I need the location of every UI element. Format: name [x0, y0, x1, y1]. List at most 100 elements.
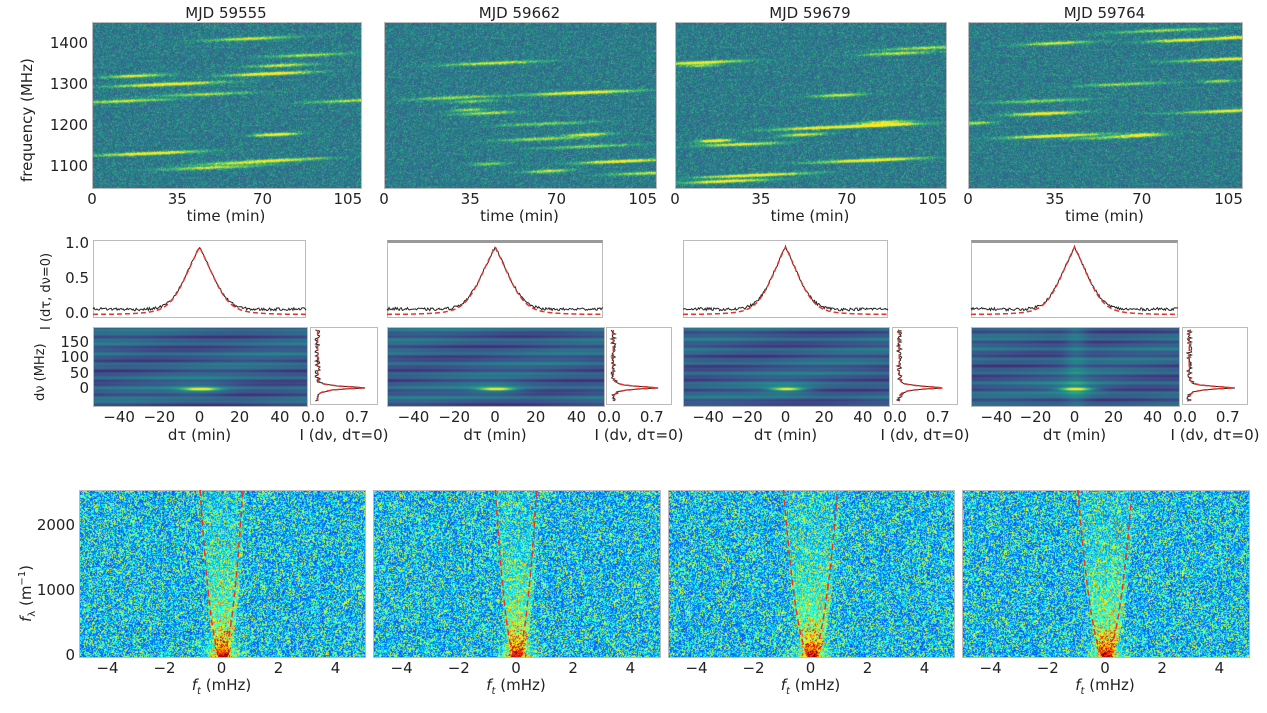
- panel-title: MJD 59555: [185, 4, 267, 22]
- acf-freq-fit-line: [612, 330, 658, 401]
- x-label-symbol: f: [191, 676, 198, 694]
- x-tick-label: −2: [447, 659, 470, 677]
- secondary-spectrum-heatmap: [962, 490, 1250, 658]
- secondary-spectrum-overlay: [494, 489, 538, 657]
- y-label-exponent: −1: [17, 570, 28, 586]
- acf-freq-data-line: [313, 329, 366, 402]
- x-label-symbol: f: [780, 676, 787, 694]
- x-axis-label: time (min): [480, 207, 559, 225]
- x-tick-label: 40: [853, 408, 873, 426]
- acf-fit-line: [387, 245, 603, 316]
- x-label-symbol: f: [486, 676, 492, 694]
- acf-freq-data-line: [895, 329, 943, 402]
- acf-frequency-cut-plot: [609, 329, 659, 402]
- acf-data-line: [92, 246, 307, 312]
- panel-title: MJD 59679: [769, 4, 851, 22]
- x-tick-label: 0: [379, 190, 389, 208]
- y-tick-label: 2000: [36, 515, 75, 534]
- y-label-close: ): [17, 564, 35, 571]
- scintillation-arc: [199, 489, 244, 657]
- x-tick-label: 0.7: [345, 408, 369, 426]
- x-tick-label: 0: [194, 408, 205, 426]
- secondary-spectrum-heatmap: [373, 490, 661, 658]
- x-tick-label: 35: [1045, 190, 1065, 208]
- x-tick-label: 4: [1214, 659, 1225, 677]
- dynamic-spectrum-heatmap: [968, 22, 1243, 189]
- x-label-subscript: t: [491, 686, 496, 697]
- x-tick-label: 105: [333, 190, 363, 208]
- x-axis-label: ft (mHz): [486, 678, 545, 697]
- y-axis-label: frequency (MHz): [18, 58, 36, 182]
- x-tick-label: −40: [692, 408, 724, 426]
- y-tick-label: 100: [60, 348, 89, 367]
- x-tick-label: 40: [1143, 408, 1163, 426]
- secondary-spectrum-overlay: [782, 489, 839, 657]
- x-tick-label: 0: [511, 659, 521, 677]
- x-axis-label: time (min): [186, 207, 266, 225]
- acf-time-cut-plot: [386, 245, 604, 316]
- x-tick-label: 20: [814, 408, 834, 426]
- y-tick-label: 0: [65, 646, 75, 664]
- acf-fit-line: [971, 245, 1178, 316]
- x-tick-label: 4: [625, 659, 636, 677]
- x-tick-label: −20: [730, 408, 763, 426]
- y-axis-label: dν (MHz): [33, 343, 48, 401]
- x-tick-label: 35: [167, 190, 187, 208]
- x-tick-label: 0.7: [1215, 408, 1240, 426]
- x-tick-label: −2: [742, 659, 765, 677]
- acf-data-line: [970, 244, 1178, 312]
- x-tick-label: 0: [1100, 659, 1110, 677]
- acf-data-line: [386, 246, 604, 312]
- acf-time-cut-panel: [387, 240, 603, 318]
- x-axis-label: ft (mHz): [781, 678, 840, 697]
- x-tick-label: 0.7: [639, 408, 664, 426]
- acf-frequency-cut-plot: [313, 329, 366, 402]
- x-axis-label: I (dν, dτ=0): [880, 426, 970, 444]
- dynamic-spectrum-heatmap: [384, 22, 657, 189]
- x-label-unit: (mHz): [1084, 676, 1135, 694]
- x-tick-label: 105: [628, 190, 657, 208]
- x-tick-label: 2: [273, 659, 284, 677]
- panel-title: MJD 59662: [478, 4, 561, 22]
- dynamic-spectrum-heatmap: [675, 22, 947, 189]
- acf-2d-heatmap: [971, 327, 1180, 407]
- x-tick-label: 70: [546, 190, 566, 208]
- x-tick-label: 0.0: [301, 408, 325, 426]
- x-tick-label: −4: [96, 659, 119, 677]
- acf-freq-fit-line: [316, 330, 364, 401]
- y-tick-label: 150: [60, 333, 89, 352]
- scintillation-arc: [782, 489, 839, 657]
- secondary-spectrum-overlay: [1077, 489, 1133, 657]
- panel-title: MJD 59764: [1063, 4, 1146, 22]
- x-tick-label: −2: [1036, 659, 1059, 677]
- y-tick-label: 0: [79, 378, 89, 397]
- x-tick-label: −40: [103, 408, 135, 426]
- secondary-spectrum-overlay: [199, 489, 244, 657]
- secondary-spectrum-heatmap: [668, 490, 955, 658]
- x-tick-label: 0: [963, 190, 973, 208]
- x-axis-label: time (min): [1065, 207, 1144, 225]
- acf-freq-fit-line: [1188, 330, 1234, 401]
- x-axis-label: dτ (min): [167, 426, 232, 444]
- x-tick-label: 4: [330, 659, 341, 677]
- acf-time-cut-plot: [92, 245, 307, 316]
- y-axis-label: I (dτ, dν=0): [39, 252, 54, 330]
- x-label-unit: (mHz): [789, 676, 841, 694]
- x-label-subscript: t: [786, 686, 790, 697]
- y-tick-label: 1400: [49, 33, 88, 52]
- x-label-symbol: f: [1075, 676, 1081, 694]
- x-tick-label: −20: [438, 408, 471, 426]
- x-tick-label: −40: [980, 408, 1013, 426]
- x-tick-label: 0: [780, 408, 791, 426]
- y-axis-label: fλ (m−1): [17, 564, 38, 622]
- x-axis-label: ft (mHz): [192, 678, 251, 697]
- acf-time-cut-panel: [971, 240, 1178, 318]
- x-tick-label: 0.0: [1173, 408, 1197, 426]
- x-tick-label: 4: [919, 659, 930, 677]
- x-axis-label: I (dν, dτ=0): [299, 426, 389, 444]
- x-tick-label: −4: [390, 659, 413, 677]
- x-tick-label: 0: [216, 659, 227, 677]
- scintillation-arc: [494, 489, 538, 657]
- x-label-subscript: t: [197, 686, 201, 697]
- x-tick-label: 2: [568, 659, 578, 677]
